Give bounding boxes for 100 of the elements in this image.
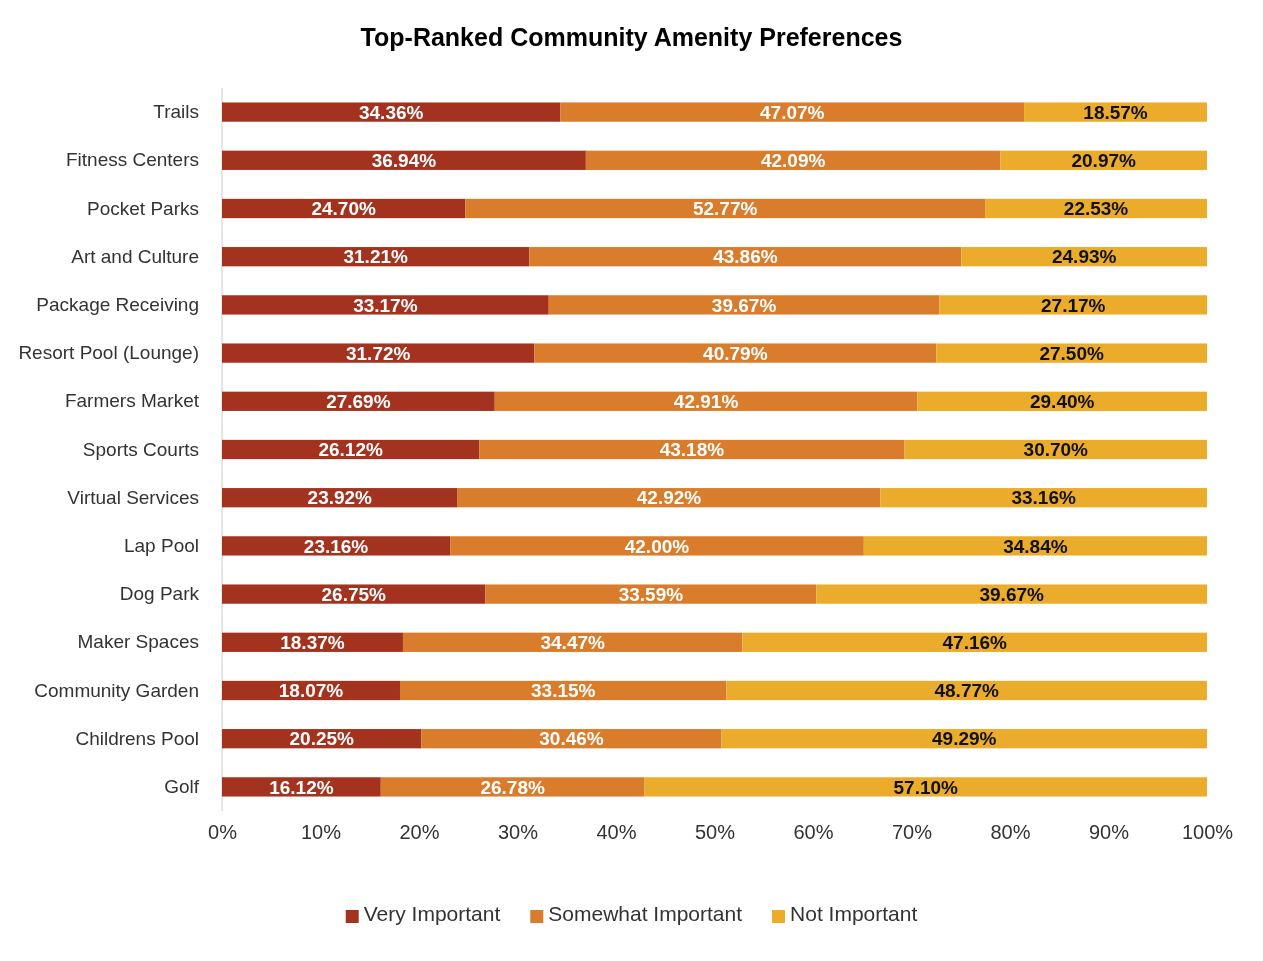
bar (863, 536, 1207, 556)
data-label: 48.77% (934, 680, 1000, 702)
data-label: 40.79% (703, 342, 768, 364)
legend-label: Very Important (363, 902, 501, 925)
data-label: 33.59% (618, 583, 684, 605)
data-label: 18.37% (280, 631, 345, 653)
bar (222, 102, 561, 122)
data-label: 27.69% (326, 390, 391, 412)
data-label: 27.50% (1039, 342, 1104, 364)
x-tick-label: 80% (990, 821, 1031, 844)
bar (534, 343, 937, 363)
y-tick-label: Trails (153, 101, 199, 123)
bar (529, 247, 962, 267)
bar (380, 777, 645, 797)
data-label: 49.29% (932, 728, 997, 750)
y-tick-label: Community Garden (34, 679, 199, 701)
data-label: 43.86% (713, 246, 778, 268)
y-tick-label: Virtual Services (67, 486, 199, 508)
x-tick-label: 60% (793, 821, 834, 844)
y-tick-label: Fitness Centers (65, 149, 199, 171)
bar (816, 584, 1208, 604)
data-label: 26.75% (321, 583, 387, 605)
bar (222, 150, 586, 170)
legend-label: Somewhat Important (548, 902, 743, 925)
x-tick-label: 100% (1181, 821, 1234, 844)
y-tick-label: Dog Park (119, 583, 200, 605)
y-tick-label: Maker Spaces (77, 631, 199, 653)
data-label: 22.53% (1063, 198, 1129, 220)
data-label: 30.46% (539, 728, 604, 750)
bar (479, 439, 905, 460)
data-label: 20.25% (289, 728, 355, 750)
data-label: 47.07% (760, 101, 825, 123)
x-tick-label: 40% (596, 821, 637, 844)
x-tick-label: 70% (891, 821, 933, 844)
data-label: 18.57% (1083, 101, 1148, 123)
bar (222, 247, 530, 267)
x-tick-label: 0% (208, 821, 238, 844)
data-label: 42.00% (624, 535, 690, 557)
bar (402, 632, 743, 652)
data-label: 42.09% (760, 149, 826, 171)
data-label: 52.77% (692, 198, 758, 220)
data-label: 29.40% (1029, 390, 1095, 412)
bar (585, 150, 1001, 170)
data-label: 31.72% (345, 342, 411, 364)
data-label: 26.78% (480, 776, 545, 798)
bar (494, 391, 918, 411)
bar (644, 777, 1207, 797)
data-label: 34.36% (359, 101, 424, 123)
x-tick-label: 30% (497, 821, 539, 844)
data-label: 33.16% (1011, 487, 1077, 509)
y-tick-label: Pocket Parks (87, 197, 199, 219)
data-label: 57.10% (893, 776, 959, 798)
data-label: 33.15% (531, 680, 596, 702)
data-label: 24.70% (311, 198, 376, 220)
bar (222, 295, 549, 315)
bar (399, 680, 727, 701)
y-tick-label: Childrens Pool (75, 727, 199, 749)
bar (485, 584, 817, 604)
y-tick-label: Sports Courts (82, 438, 199, 460)
bar (222, 343, 535, 363)
x-tick-label: 20% (399, 821, 440, 844)
data-label: 34.47% (540, 631, 606, 653)
bar (560, 102, 1025, 122)
bar (1024, 102, 1207, 122)
bar (457, 488, 881, 508)
data-label: 18.07% (278, 680, 344, 702)
chart-title: Top-Ranked Community Amenity Preferences (360, 23, 903, 51)
x-tick-label: 90% (1088, 821, 1130, 844)
y-tick-label: Package Receiving (36, 293, 199, 315)
bar (450, 536, 864, 556)
data-label: 20.97% (1071, 149, 1137, 171)
bar (742, 632, 1207, 652)
data-label: 42.91% (673, 390, 739, 412)
y-tick-label: Resort Pool (Lounge) (18, 342, 199, 364)
data-label: 36.94% (371, 149, 437, 171)
data-label: 30.70% (1023, 439, 1089, 461)
data-label: 24.93% (1051, 246, 1117, 268)
bar (222, 536, 451, 556)
x-tick-label: 50% (694, 821, 736, 844)
y-tick-label: Art and Culture (71, 245, 199, 267)
data-label: 47.16% (942, 631, 1008, 653)
bar (880, 488, 1207, 508)
data-label: 42.92% (636, 487, 702, 509)
y-tick-label: Golf (164, 775, 200, 797)
bar (222, 584, 486, 604)
data-label: 16.12% (269, 776, 334, 798)
data-label: 39.67% (979, 583, 1045, 605)
legend-label: Not Important (790, 902, 918, 925)
data-label: 34.84% (1003, 535, 1068, 557)
bar (548, 295, 940, 315)
data-label: 23.16% (303, 535, 369, 557)
data-label: 27.17% (1041, 294, 1106, 316)
data-label: 43.18% (659, 439, 725, 461)
bar (904, 439, 1207, 460)
data-label: 31.21% (343, 246, 409, 268)
bar (721, 729, 1207, 749)
data-label: 26.12% (318, 439, 383, 461)
data-label: 23.92% (307, 487, 373, 509)
bar (726, 680, 1207, 701)
data-label: 33.17% (353, 294, 418, 316)
